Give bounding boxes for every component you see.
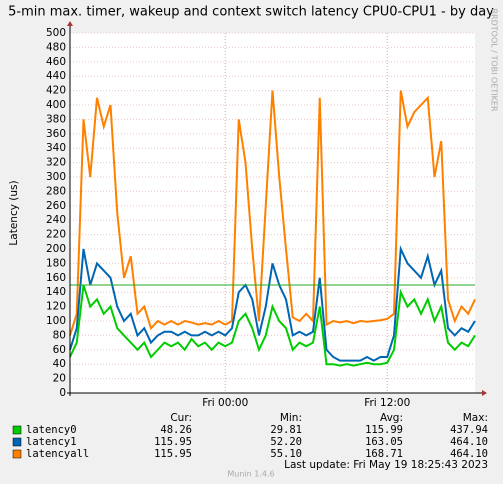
y-tick-label: 60 — [53, 344, 66, 356]
y-tick-label: 140 — [46, 286, 66, 298]
legend-label: latencyall — [26, 448, 89, 460]
legend-value: 48.26 — [160, 424, 192, 436]
y-tick-label: 380 — [46, 113, 66, 125]
y-tick-label: 400 — [46, 99, 66, 111]
y-tick-label: 500 — [46, 27, 66, 39]
plot-area — [70, 33, 475, 393]
legend-value: 464.10 — [450, 436, 488, 448]
y-tick-label: 120 — [46, 301, 66, 313]
legend-value: 437.94 — [450, 424, 488, 436]
legend-value: 464.10 — [450, 448, 488, 460]
series-line — [69, 284, 476, 367]
legend-value: 115.95 — [154, 448, 192, 460]
axis-arrow — [67, 21, 73, 26]
y-tick-label: 360 — [46, 128, 66, 140]
y-tick-label: 80 — [53, 329, 66, 341]
y-tick-label: 420 — [46, 85, 66, 97]
legend-swatch — [12, 425, 22, 435]
y-tick-label: 0 — [59, 387, 66, 399]
axis-arrow — [482, 390, 487, 396]
legend-value: 55.10 — [270, 448, 302, 460]
footer: Munin 1.4.6 — [227, 470, 274, 479]
legend-swatch — [12, 437, 22, 447]
series-line — [69, 90, 476, 336]
y-tick-label: 100 — [46, 315, 66, 327]
x-tick-label: Fri 00:00 — [202, 397, 248, 409]
chart-title: 5-min max. timer, wakeup and context swi… — [8, 5, 494, 20]
last-update: Last update: Fri May 19 18:25:43 2023 — [284, 459, 488, 471]
legend-value: 115.99 — [365, 424, 403, 436]
y-tick-label: 340 — [46, 142, 66, 154]
y-tick-label: 40 — [53, 358, 66, 370]
legend-header: Cur: — [170, 412, 192, 424]
y-tick-label: 280 — [46, 185, 66, 197]
legend-header: Avg: — [380, 412, 403, 424]
side-text: RRDTOOL / TOBI OETIKER — [490, 8, 499, 111]
legend-value: 163.05 — [365, 436, 403, 448]
legend-label: latency1 — [26, 436, 77, 448]
legend-swatch — [12, 449, 22, 459]
y-tick-label: 440 — [46, 70, 66, 82]
legend-value: 52.20 — [270, 436, 302, 448]
legend-value: 115.95 — [154, 436, 192, 448]
x-tick-label: Fri 12:00 — [364, 397, 410, 409]
y-tick-label: 260 — [46, 200, 66, 212]
y-tick-label: 20 — [53, 373, 66, 385]
y-tick-label: 220 — [46, 229, 66, 241]
y-tick-label: 300 — [46, 171, 66, 183]
legend-value: 29.81 — [270, 424, 302, 436]
y-tick-label: 200 — [46, 243, 66, 255]
legend-header: Min: — [280, 412, 302, 424]
y-tick-label: 320 — [46, 157, 66, 169]
y-tick-label: 180 — [46, 257, 66, 269]
y-tick-label: 160 — [46, 272, 66, 284]
y-axis-label: Latency (us) — [8, 180, 20, 245]
legend-header: Max: — [463, 412, 488, 424]
y-tick-label: 480 — [46, 41, 66, 53]
series-line — [69, 245, 476, 362]
y-tick-label: 240 — [46, 214, 66, 226]
legend-label: latency0 — [26, 424, 77, 436]
legend-value: 168.71 — [365, 448, 403, 460]
y-tick-label: 460 — [46, 56, 66, 68]
